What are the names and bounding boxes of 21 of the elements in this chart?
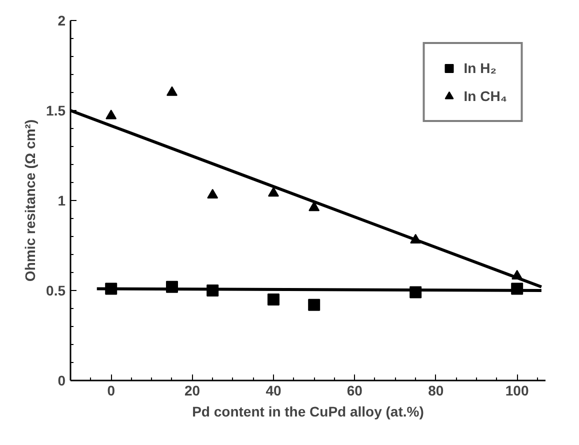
x-tick-label: 40 xyxy=(266,382,282,398)
legend-label: In CH₄ xyxy=(464,88,507,104)
x-tick-label: 100 xyxy=(505,382,529,398)
point xyxy=(106,110,117,120)
x-tick-label: 0 xyxy=(107,382,116,398)
x-axis-title: Pd content in the CuPd alloy (at.%) xyxy=(192,404,424,420)
y-tick-label: 1 xyxy=(58,192,66,208)
point xyxy=(268,187,279,197)
y-tick-label: 0.5 xyxy=(46,282,66,298)
point xyxy=(207,188,218,198)
y-tick-label: 1.5 xyxy=(46,102,66,118)
x-tick-label: 20 xyxy=(184,382,200,398)
x-tick-label: 80 xyxy=(428,382,444,398)
point xyxy=(308,298,320,311)
legend-label: In H₂ xyxy=(464,60,496,76)
point xyxy=(166,86,178,96)
y-tick-label: 0 xyxy=(58,372,66,388)
x-tick-label: 60 xyxy=(346,382,363,398)
point xyxy=(267,294,280,306)
y-tick-label: 2 xyxy=(58,12,66,28)
y-axis-title: Ohmic resitance (Ω cm²) xyxy=(22,119,38,282)
